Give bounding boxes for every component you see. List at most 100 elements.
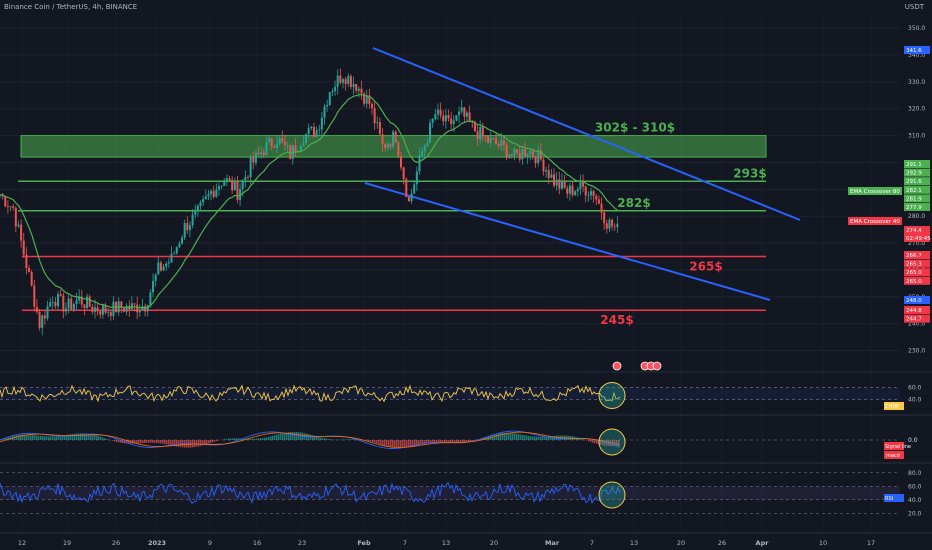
y-tick-label-5: 280.0: [908, 213, 925, 220]
price-tag-green-4-text: 281.9: [906, 196, 922, 202]
macd-bar: [94, 434, 96, 440]
candle-body: [392, 131, 395, 147]
macd-bar: [370, 440, 372, 442]
macd-bar: [214, 440, 216, 442]
candle-body: [341, 79, 344, 83]
macd-bar: [392, 440, 394, 448]
macd-bar: [444, 440, 446, 443]
candle-body: [386, 144, 389, 148]
macd-bar: [158, 440, 160, 444]
candle-body: [125, 305, 128, 312]
macd-bar: [250, 438, 252, 440]
legend-tag-1: EMA Crossover 40: [850, 219, 900, 225]
candle-body: [347, 76, 350, 84]
macd-bar: [252, 438, 254, 440]
candle-body: [465, 112, 468, 117]
macd-bar: [442, 440, 444, 443]
price-tag-red-2: 265.0: [904, 268, 930, 277]
macd-bar: [136, 440, 138, 444]
candle-body: [249, 157, 252, 178]
macd-bar: [208, 440, 210, 444]
candle-body: [365, 95, 368, 104]
macd-bar: [128, 440, 130, 444]
candle-body: [96, 307, 99, 312]
candle-body: [162, 266, 165, 271]
macd-bar: [38, 435, 40, 440]
macd-bar: [90, 434, 92, 440]
macd-bar: [200, 440, 202, 446]
candle-body: [460, 107, 463, 112]
candle-body: [72, 303, 75, 310]
candle-body: [236, 181, 239, 200]
macd-bar: [432, 440, 434, 443]
candle-body: [302, 143, 305, 147]
macd-bar: [454, 440, 456, 443]
macd-bar: [466, 440, 468, 443]
candle-body: [505, 144, 508, 158]
macd-bar: [244, 438, 246, 440]
macd-bar: [8, 437, 10, 440]
candle-body: [326, 104, 329, 107]
candle-body: [99, 311, 102, 315]
macd-bar: [144, 440, 146, 443]
candle-body: [402, 167, 405, 180]
candle-body: [25, 254, 28, 269]
candle-body: [323, 106, 326, 118]
macd-bar: [154, 440, 156, 443]
candle-body: [38, 311, 41, 328]
candle-body: [595, 196, 598, 200]
candle-body: [91, 306, 94, 312]
candle-body: [553, 174, 556, 186]
candle-body: [289, 145, 292, 159]
price-tag-blue-0-text: 248.0: [906, 298, 922, 304]
macd-bar: [386, 440, 388, 447]
candle-body: [545, 170, 548, 172]
macd-bar: [508, 432, 510, 440]
price-tag-red-1-text: 265.3: [906, 262, 922, 268]
price-tag-green-3-bg: [904, 185, 930, 194]
macd-bar: [580, 438, 582, 440]
level-label-0: 293$: [733, 166, 766, 180]
pane-chop-highlight: [598, 382, 626, 409]
macd-bar: [462, 440, 464, 443]
macd-bar: [324, 438, 326, 440]
price-tag-green-2-bg: [904, 177, 930, 186]
macd-bar: [502, 432, 504, 440]
price-tag-green-1: 292.9: [904, 168, 930, 177]
candle-body: [481, 126, 484, 136]
symbol-title: Binance Coin / TetherUS, 4h, BINANCE: [4, 3, 138, 11]
macd-bar: [40, 435, 42, 440]
price-tag-red-3-bg: [904, 276, 930, 285]
macd-bar: [330, 439, 332, 440]
macd-label-bg: [884, 451, 904, 459]
macd-bar: [80, 433, 82, 440]
macd-bar: [268, 436, 270, 440]
candle-body: [223, 180, 226, 186]
price-tag-red-2-text: 265.0: [906, 270, 922, 276]
x-tick-label-13: 13: [630, 539, 638, 547]
pane-chop-tick-0: 60.0: [908, 384, 922, 391]
macd-bar: [380, 440, 382, 445]
candle-body: [510, 154, 513, 156]
candle-body: [268, 138, 271, 143]
macd-bar: [438, 440, 440, 443]
macd-bar: [138, 440, 140, 444]
macd-bar: [98, 436, 100, 440]
macd-bar: [168, 440, 170, 445]
price-tag-red-0: 266.7: [904, 251, 930, 259]
macd-bar: [4, 438, 6, 440]
pane-macd-tick-0: 0.0: [908, 437, 918, 444]
candle-body: [20, 224, 23, 241]
price-tag-red-0-text: 266.7: [906, 253, 922, 259]
y-tick-label-1: 240.0: [908, 321, 925, 328]
macd-bar: [426, 440, 428, 444]
candle-body: [616, 223, 619, 228]
candle-body: [539, 150, 542, 160]
candle-body: [473, 121, 476, 132]
candle-body: [500, 140, 503, 147]
macd-bar: [26, 434, 28, 440]
candle-body: [312, 126, 315, 137]
legend-tag-0: EMA Crossover 80: [850, 189, 900, 195]
candle-body: [426, 142, 429, 146]
